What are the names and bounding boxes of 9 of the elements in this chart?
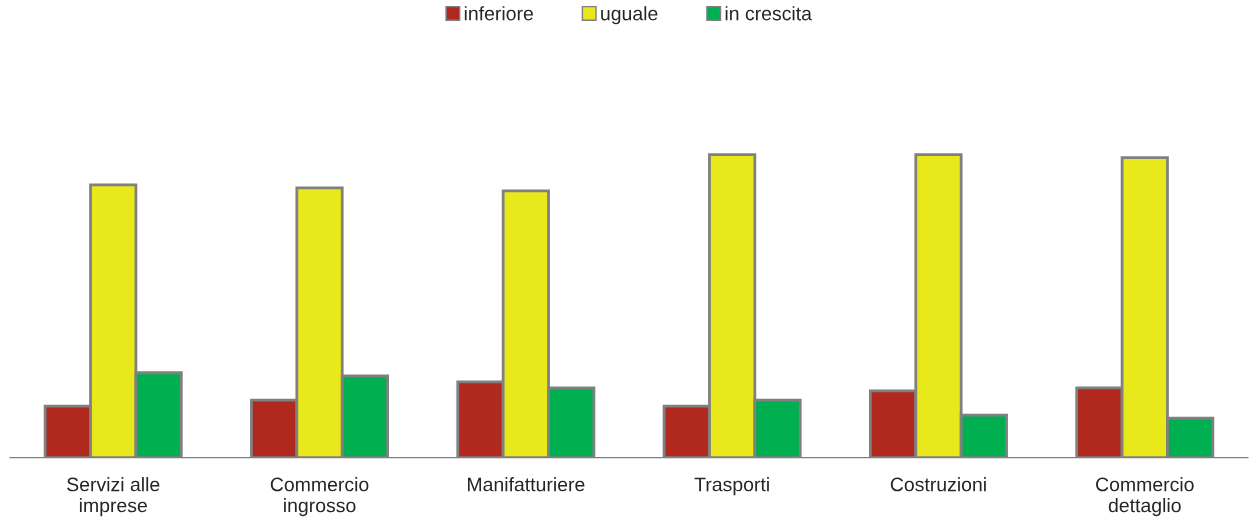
x-tick-label: Trasporti xyxy=(694,477,769,496)
x-tick-label: Costruzioni xyxy=(890,477,986,492)
x-tick-label: Manifatturiere xyxy=(468,477,585,492)
legend-label: uguale xyxy=(601,6,658,25)
x-tick-label: Servizi alle imprese xyxy=(67,477,160,517)
legend-label: in crescita xyxy=(725,6,812,21)
x-tick-label: Commercio ingrosso xyxy=(270,477,369,517)
legend-label: inferiore xyxy=(464,6,533,21)
x-tick-label: Commercio dettaglio xyxy=(1096,477,1194,517)
